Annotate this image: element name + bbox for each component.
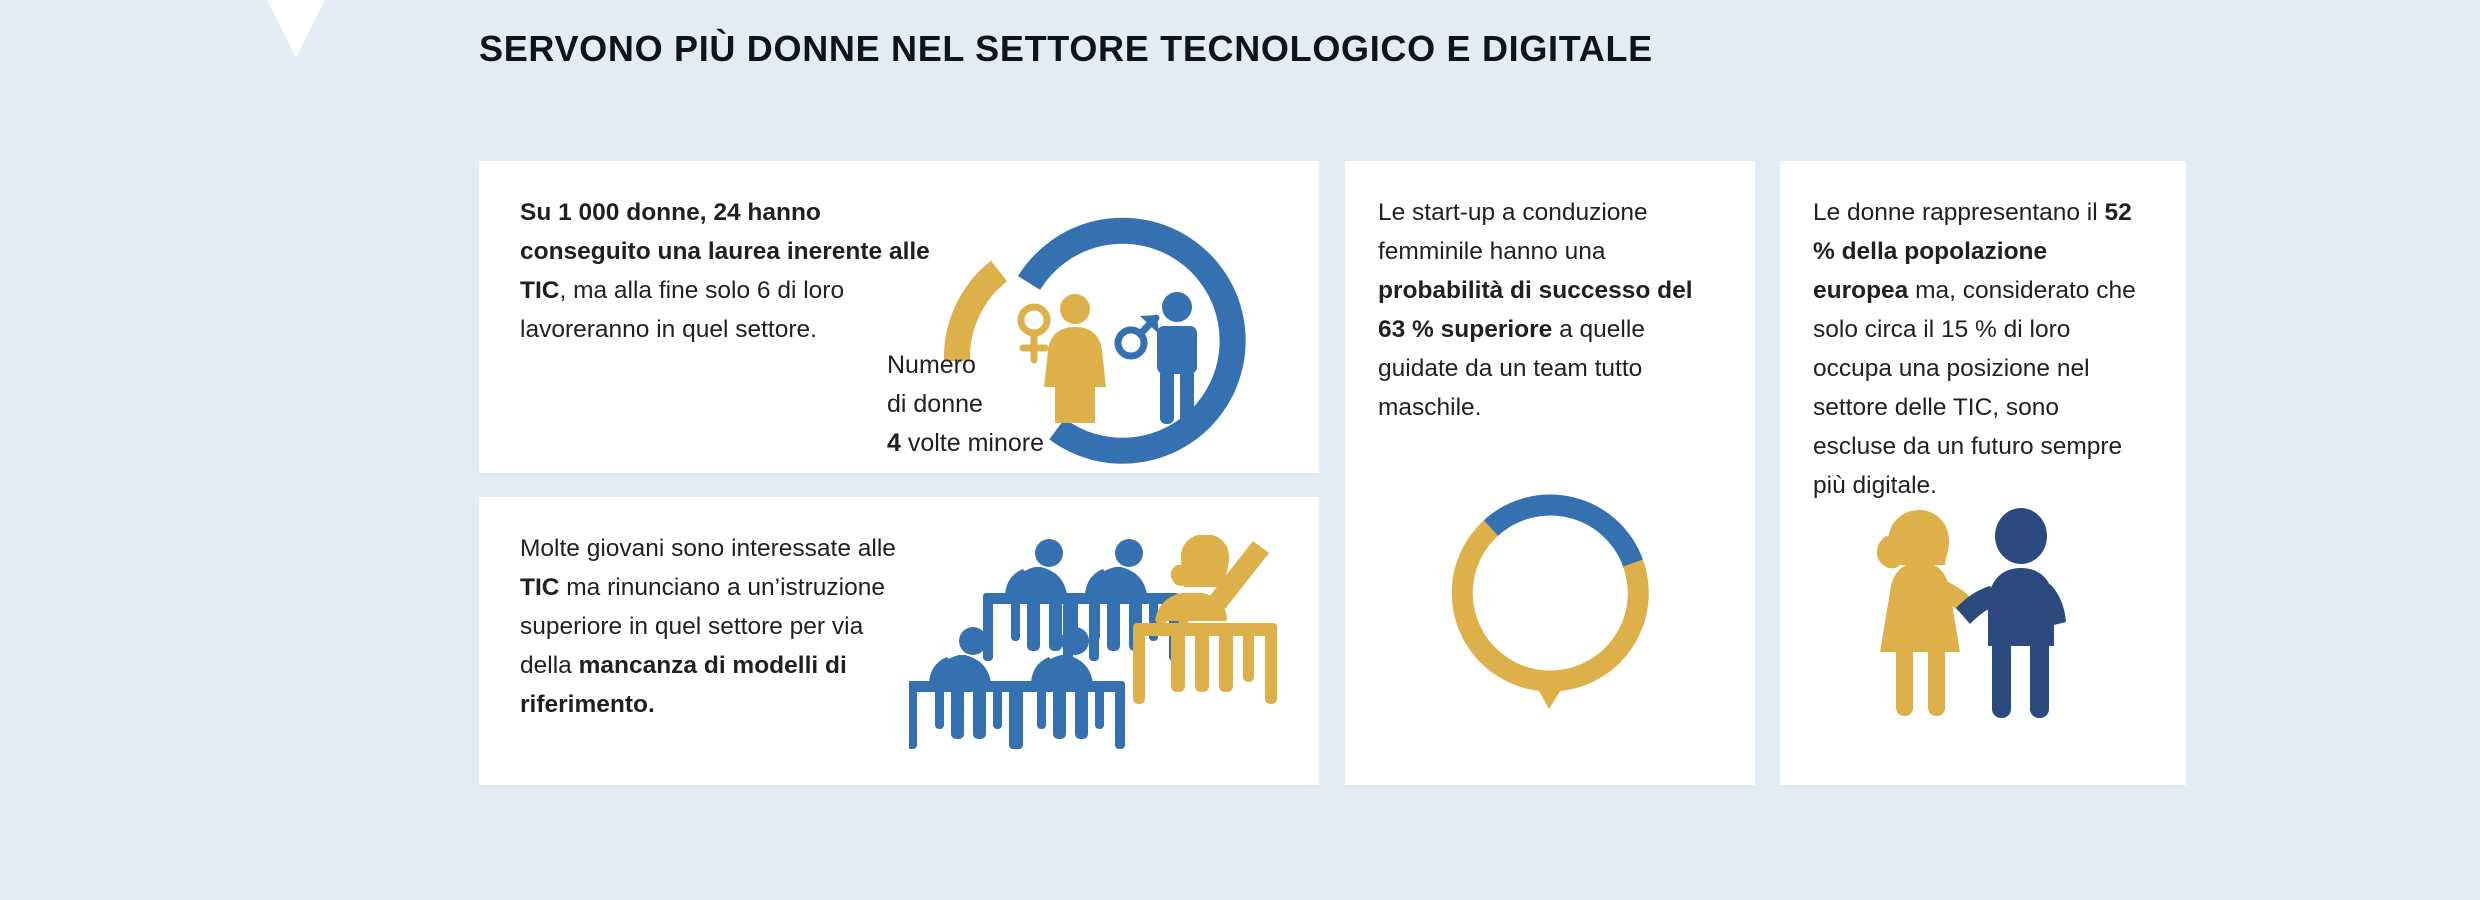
graduates-lead-bold: Su 1 000 donne, 24 hanno conseguito una … (520, 199, 930, 304)
gauge-gold-arc (943, 260, 1008, 362)
startups-card: Le start-up a conduzione femminile hanno… (1345, 161, 1755, 785)
ring-gold-arc (1451, 494, 1649, 692)
gauge-caption-number: 4 (887, 429, 901, 457)
ring-blue-arc (1483, 494, 1643, 567)
rolemodels-p2: ma rinunciano a un’istruzione superiore … (520, 574, 885, 679)
population-b1: 52 % della popolazione europea (1813, 199, 2132, 304)
rolemodels-b1: TIC (520, 574, 560, 601)
handshake-graphic (1858, 506, 2103, 721)
population-card: Le donne rappresentano il 52 % della pop… (1780, 161, 2186, 785)
student-front-left (907, 627, 1023, 749)
speech-bubble-ring-graphic (1425, 487, 1675, 717)
rolemodels-p1: Molte giovani sono interessate alle (520, 535, 896, 562)
gauge-donut-graphic: Numero di donne 4 volte minore (879, 171, 1299, 471)
population-p1: Le donne rappresentano il (1813, 199, 2105, 226)
gauge-caption-line3-rest: volte minore (900, 429, 1045, 457)
gauge-donut-svg (943, 217, 1246, 464)
gauge-caption-line3: 4 volte minore (887, 424, 1044, 463)
startups-p2: a quelle guidate da un team tutto maschi… (1378, 316, 1645, 421)
rolemodels-b2: mancanza di modelli di riferimento. (520, 652, 847, 718)
student-raising-hand (1133, 534, 1277, 704)
man-figure-icon (1956, 508, 2066, 718)
role-models-card: Molte giovani sono interessate alle TIC … (479, 497, 1319, 785)
graduates-rest: , ma alla fine solo 6 di loro lavorerann… (520, 277, 845, 343)
female-symbol-icon (1017, 303, 1051, 364)
ring-pointer-tail (1530, 675, 1570, 709)
classroom-svg (907, 534, 1277, 749)
gauge-caption-line2: di donne (887, 390, 983, 418)
startups-card-text: Le start-up a conduzione femminile hanno… (1378, 193, 1708, 427)
man-figure-icon (1157, 292, 1197, 424)
classroom-graphic (907, 534, 1299, 765)
speech-bubble-ring-svg (1451, 494, 1649, 709)
startups-b1: probabilità di successo del 63 % superio… (1378, 277, 1693, 343)
gauge-caption: Numero di donne 4 volte minore (887, 346, 1044, 463)
role-models-card-text: Molte giovani sono interessate alle TIC … (520, 529, 910, 724)
page-title: SERVONO PIÙ DONNE NEL SETTORE TECNOLOGIC… (479, 28, 1653, 69)
male-symbol-icon (1114, 314, 1160, 360)
gauge-caption-line1: Numero (887, 351, 976, 379)
startups-p1: Le start-up a conduzione femminile hanno… (1378, 199, 1648, 265)
graduates-card-text: Su 1 000 donne, 24 hanno conseguito una … (520, 193, 940, 349)
population-card-text: Le donne rappresentano il 52 % della pop… (1813, 193, 2148, 505)
population-p2: ma, considerato che solo circa il 15 % d… (1813, 277, 2136, 499)
woman-figure-icon (1044, 294, 1106, 423)
gauge-blue-arc (1017, 217, 1246, 464)
handshake-svg (1876, 508, 2066, 718)
decorative-triangle-icon (236, 0, 356, 58)
graduates-card: Su 1 000 donne, 24 hanno conseguito una … (479, 161, 1319, 473)
